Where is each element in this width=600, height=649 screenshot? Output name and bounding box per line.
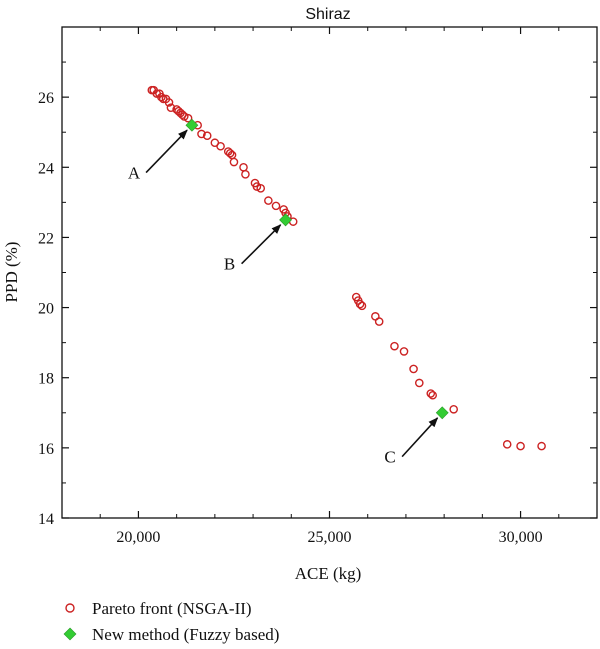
pareto-point	[202, 131, 212, 141]
x-tick-label: 30,000	[499, 529, 543, 546]
pareto-point	[164, 98, 174, 107]
y-tick-label: 22	[38, 230, 54, 247]
pareto-point	[216, 141, 225, 151]
x-tick-label: 20,000	[116, 529, 160, 546]
legend-label-fuzzy: New method (Fuzzy based)	[92, 625, 279, 644]
fuzzy-point	[435, 406, 449, 420]
fuzzy-point	[279, 213, 292, 227]
pareto-point	[537, 441, 546, 451]
y-tick-label: 26	[38, 90, 54, 107]
legend-marker-fuzzy	[63, 627, 77, 641]
pareto-point	[256, 184, 266, 193]
annotation-label-b: B	[224, 255, 235, 274]
pareto-point	[399, 347, 409, 356]
pareto-point	[415, 378, 424, 388]
pareto-point	[390, 341, 399, 351]
pareto-point	[426, 389, 436, 398]
fuzzy-point	[185, 118, 199, 132]
pareto-point	[264, 196, 273, 205]
pareto-point	[502, 440, 512, 449]
pareto-point	[225, 148, 235, 158]
pareto-point	[271, 201, 281, 211]
x-tick-label: 25,000	[308, 529, 352, 546]
y-tick-label: 24	[38, 160, 54, 177]
pareto-point	[428, 390, 437, 400]
pareto-point	[157, 92, 166, 102]
y-tick-label: 18	[38, 371, 54, 388]
axis-ticks: 20,000 25,000 30,000 14 16 18 20 22 24 26	[38, 27, 597, 546]
pareto-point	[239, 162, 248, 172]
legend-label-pareto: Pareto front (NSGA-II)	[92, 599, 252, 618]
annotation-label-c: C	[384, 448, 395, 467]
pareto-point	[166, 103, 176, 112]
pareto-point	[229, 157, 239, 167]
pareto-point	[355, 299, 365, 309]
y-tick-label: 14	[38, 511, 54, 528]
y-tick-label: 20	[38, 301, 54, 318]
pareto-point	[357, 301, 367, 311]
data-points	[147, 85, 546, 451]
pareto-point	[241, 169, 250, 179]
pareto-point	[183, 113, 193, 123]
pareto-point	[374, 317, 384, 326]
legend: Pareto front (NSGA-II) New method (Fuzzy …	[63, 599, 279, 644]
pareto-point	[409, 364, 418, 374]
annotation-label-a: A	[128, 164, 141, 183]
annotation-arrow-c	[401, 417, 439, 458]
pareto-point	[516, 441, 525, 451]
annotation-arrow-b	[241, 224, 282, 265]
pareto-point	[197, 129, 206, 139]
legend-marker-pareto	[65, 603, 75, 613]
annotations: A B C	[128, 129, 439, 467]
annotation-arrow-a	[145, 129, 188, 174]
x-axis-title: ACE (kg)	[295, 564, 362, 583]
y-axis-title: PPD (%)	[2, 242, 21, 303]
chart-title: Shiraz	[305, 6, 350, 23]
pareto-point	[449, 404, 458, 414]
y-tick-label: 16	[38, 441, 54, 458]
